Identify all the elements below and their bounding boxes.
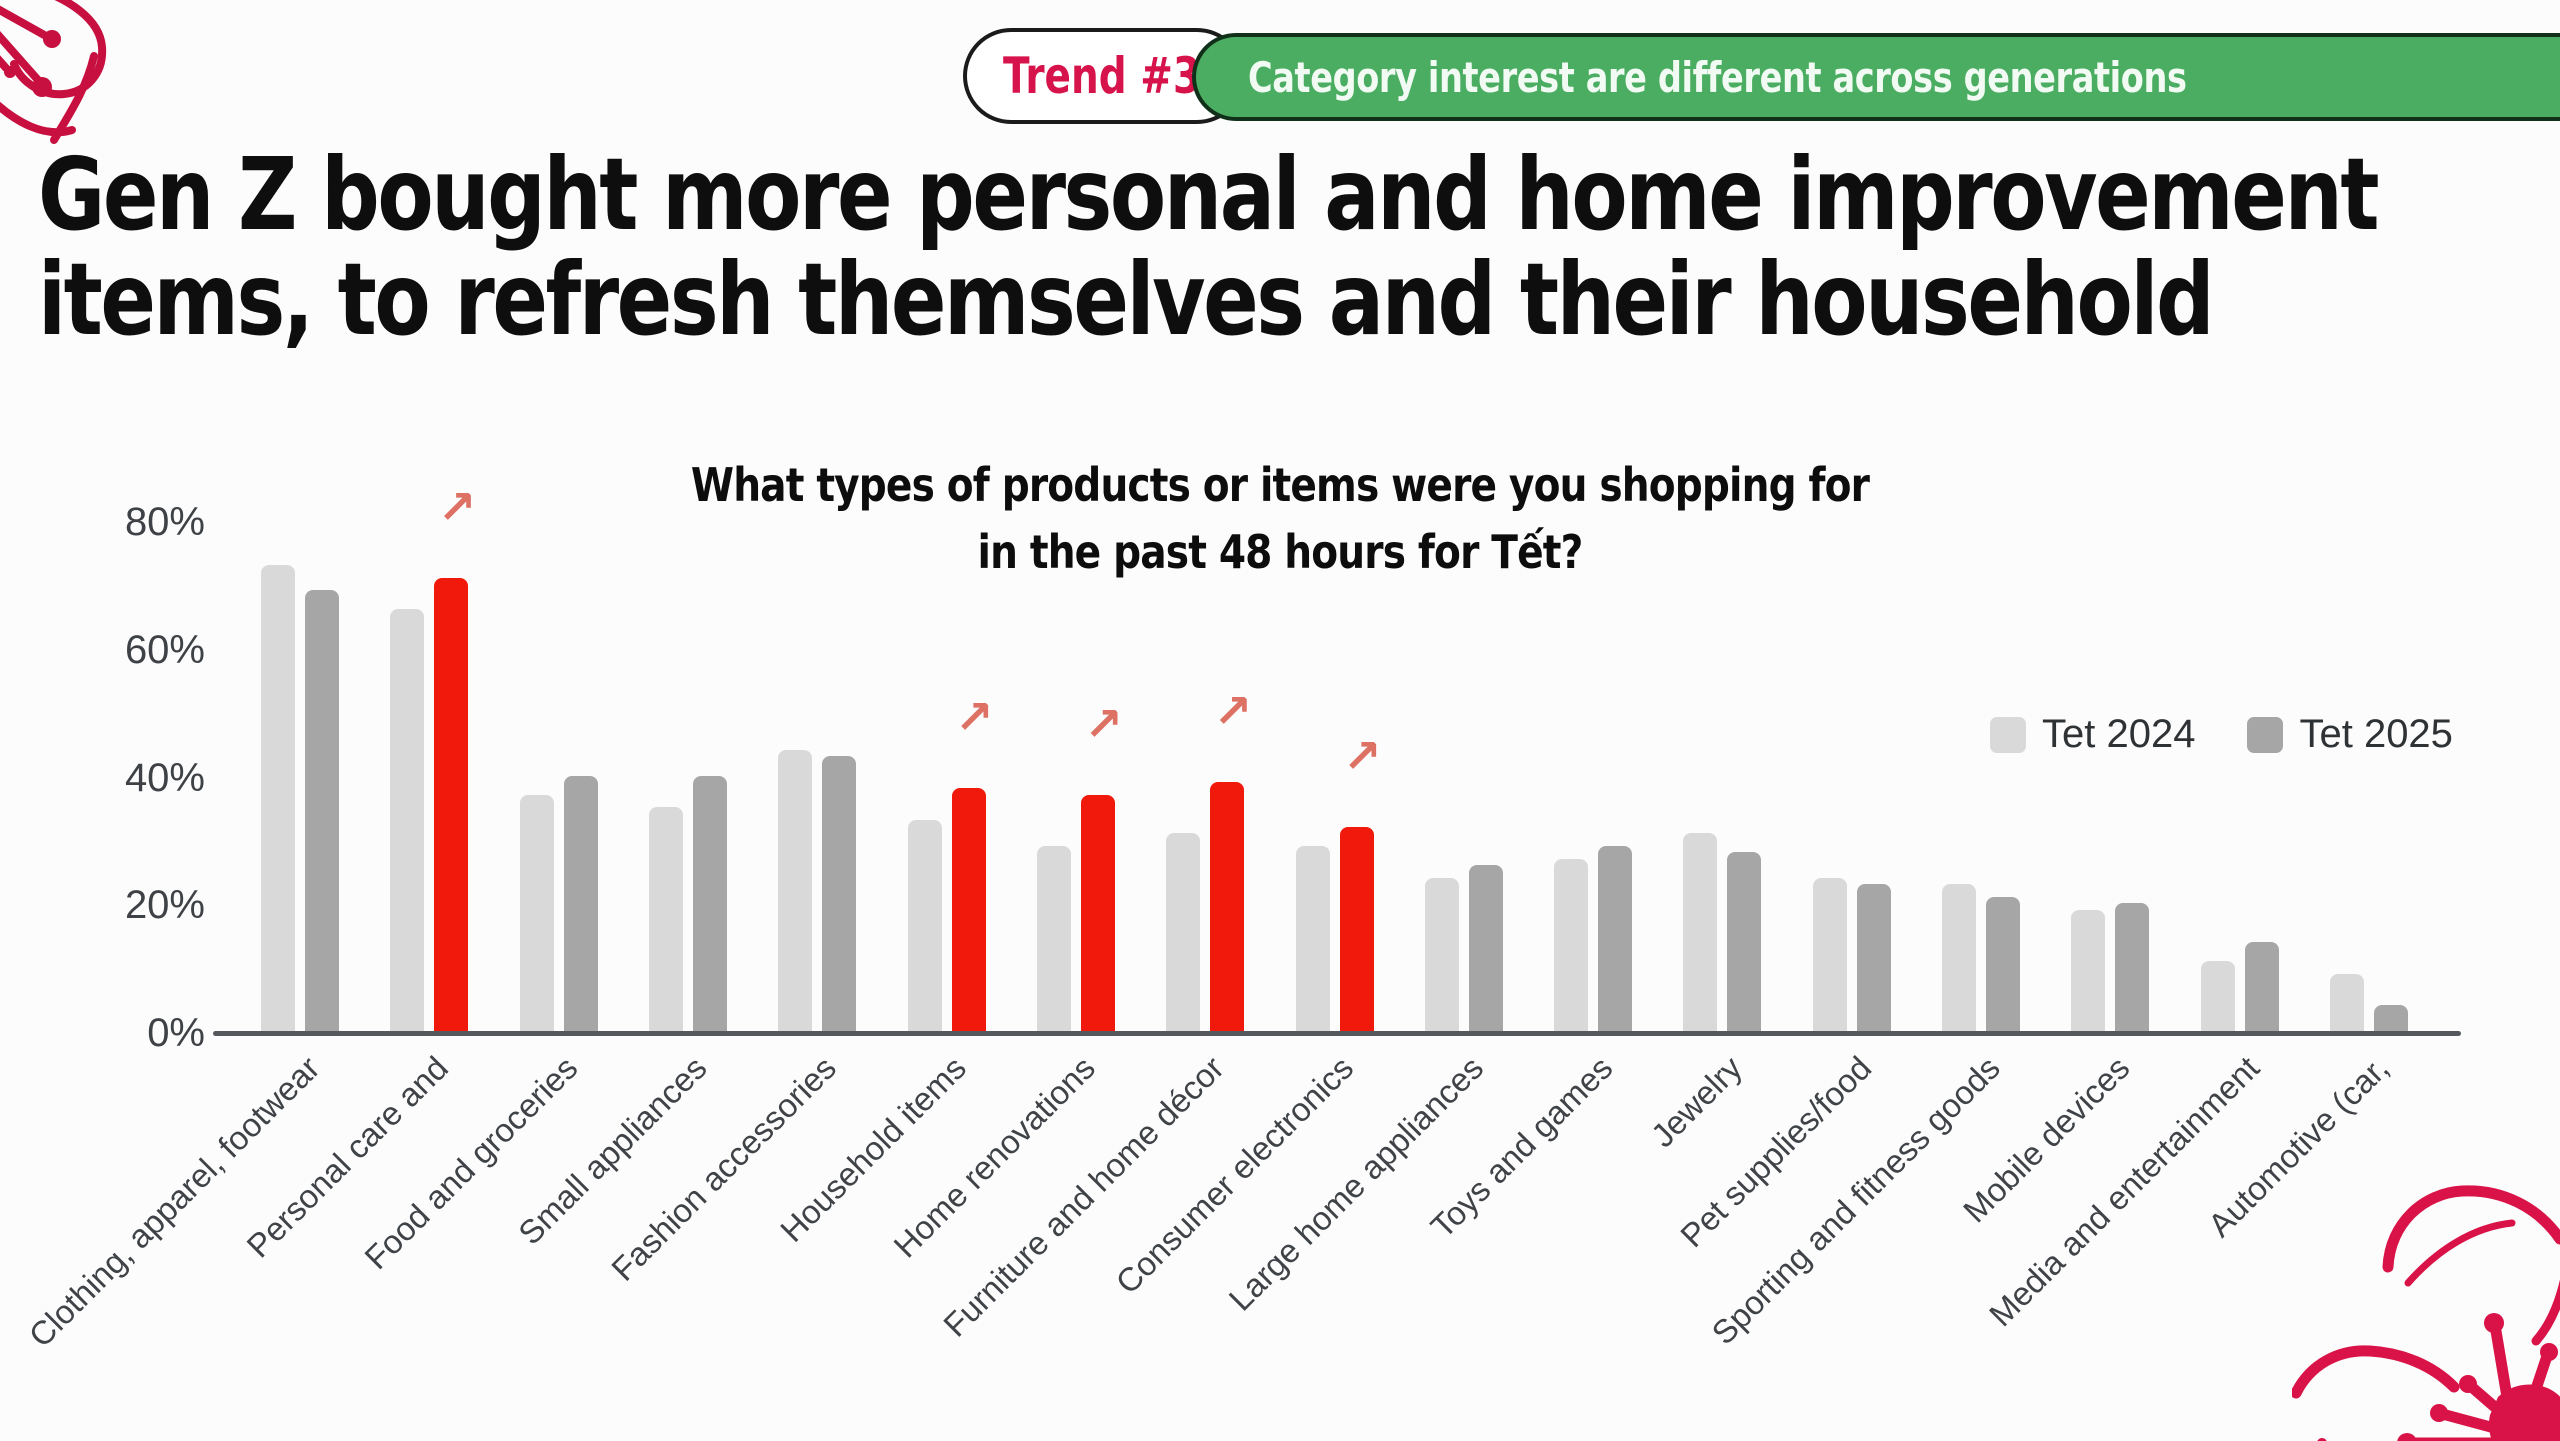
chart-title-line-2: in the past 48 hours for Tết?	[977, 524, 1584, 579]
page-title-line-2: items, to refresh themselves and their h…	[38, 241, 2215, 358]
bar-group: Clothing, apparel, footwear	[21, 520, 339, 1354]
bar-tet-2024	[1166, 833, 1201, 1031]
bar-tet-2025	[563, 775, 598, 1031]
bar-tet-2025	[822, 756, 857, 1031]
bar-tet-2025	[305, 590, 339, 1031]
bar-tet-2024	[1942, 884, 1977, 1031]
bar-tet-2024	[648, 807, 683, 1031]
bar-tet-2025-highlighted	[434, 577, 469, 1031]
bar-tet-2024	[2200, 960, 2235, 1031]
chart-legend: Tet 2024 Tet 2025	[1990, 712, 2453, 757]
bar-group: ↗ Consumer electronics	[1109, 520, 1382, 1301]
bar-group: ↗ Personal care and	[240, 484, 476, 1265]
trend-banner: Category interest are different across g…	[1192, 33, 2560, 121]
bar-group: Fashion accessories	[605, 520, 857, 1288]
bar-tet-2025	[1986, 896, 2021, 1031]
y-tick-label: 80%	[124, 500, 205, 544]
category-label: Media and entertainment	[1981, 1049, 2266, 1334]
bar-tet-2024	[907, 820, 942, 1031]
bar-tet-2025	[2374, 1005, 2408, 1031]
bar-chart-plot-area: Clothing, apparel, footwear ↗ Personal car…	[21, 484, 2460, 1354]
bar-tet-2025-highlighted	[951, 788, 986, 1031]
category-label: Food and groceries	[357, 1049, 585, 1277]
bar-tet-2024	[1554, 858, 1589, 1031]
blossom-decoration-bottom-right	[2292, 1185, 2560, 1441]
legend-label: Tet 2024	[2042, 712, 2196, 756]
bar-tet-2025	[1598, 845, 1633, 1031]
bar-tet-2024	[519, 794, 554, 1031]
bar-tet-2025	[2244, 941, 2279, 1031]
legend-swatch	[2247, 716, 2284, 753]
increase-arrow-icon: ↗	[1084, 696, 1123, 751]
legend-item: Tet 2024	[1990, 712, 2195, 757]
bar-tet-2024	[261, 564, 295, 1031]
category-label: Jewelry	[1643, 1049, 1749, 1155]
bar-tet-2025-highlighted	[1339, 826, 1374, 1031]
legend-label: Tet 2025	[2299, 712, 2453, 756]
bar-tet-2024	[1295, 845, 1330, 1031]
bar-group: Small appliances	[512, 520, 727, 1252]
bar-group: Large home appliances	[1221, 520, 1503, 1318]
bar-group: ↗ Household items	[773, 520, 994, 1249]
page-title: Gen Z bought more personal and home impr…	[38, 136, 2380, 358]
bar-tet-2024	[2071, 909, 2106, 1031]
bar-tet-2024	[1036, 845, 1071, 1031]
increase-arrow-icon: ↗	[1342, 728, 1382, 783]
y-tick-label: 40%	[124, 755, 205, 800]
y-tick-label: 0%	[147, 1011, 205, 1055]
bar-group: Automotive (car,	[2200, 520, 2408, 1244]
y-axis-tick-labels: 0% 20% 40% 60% 80%	[100, 500, 205, 1055]
bar-group: Mobile devices	[1956, 520, 2150, 1230]
y-tick-label: 20%	[124, 883, 205, 928]
legend-swatch	[1990, 716, 2026, 753]
bar-tet-2024	[1424, 877, 1459, 1031]
bar-tet-2024	[2330, 973, 2364, 1031]
increase-arrow-icon: ↗	[955, 690, 994, 745]
category-label: Fashion accessories	[604, 1049, 844, 1288]
page-title-line-1: Gen Z bought more personal and home impr…	[38, 136, 2380, 253]
bar-tet-2025	[2115, 903, 2150, 1031]
bar-tet-2024	[390, 609, 425, 1031]
x-axis-line	[213, 1031, 2461, 1036]
bar-group: Pet supplies/food	[1673, 520, 1891, 1254]
bar-group: ↗ Home renovations	[887, 520, 1123, 1265]
increase-arrow-icon: ↗	[437, 479, 477, 534]
bar-tet-2025	[1856, 884, 1891, 1031]
trend-number-label: Trend #3	[1003, 47, 1201, 105]
chart-title-line-1: What types of products or items were you…	[690, 458, 1870, 512]
bar-group: Food and groceries	[358, 520, 598, 1276]
bar-tet-2025	[1468, 864, 1503, 1031]
increase-arrow-icon: ↗	[1213, 683, 1253, 738]
chart-title: What types of products or items were you…	[430, 452, 2130, 585]
bar-tet-2024	[1812, 877, 1847, 1031]
category-label: Large home appliances	[1221, 1049, 1490, 1318]
y-tick-label: 60%	[124, 627, 205, 672]
bar-group: Jewelry	[1643, 520, 1762, 1154]
bar-tet-2024	[778, 749, 813, 1031]
legend-item: Tet 2025	[2247, 712, 2453, 757]
category-label: Consumer electronics	[1108, 1049, 1361, 1301]
bar-tet-2024	[1683, 833, 1718, 1031]
bar-tet-2025-highlighted	[1080, 794, 1115, 1031]
bar-group: ↗ Furniture and home décor	[937, 520, 1253, 1344]
bar-group: Media and entertainment	[1982, 520, 2279, 1333]
bar-tet-2025-highlighted	[1210, 781, 1245, 1031]
bar-tet-2025	[692, 775, 727, 1031]
trend-banner-headline: Category interest are different across g…	[1248, 52, 2187, 102]
bar-tet-2025	[1727, 852, 1762, 1031]
bar-group: Toys and games	[1423, 520, 1633, 1245]
blossom-decoration-top-left	[0, 0, 107, 144]
bar-group: Sporting and fitness goods	[1705, 520, 2021, 1351]
